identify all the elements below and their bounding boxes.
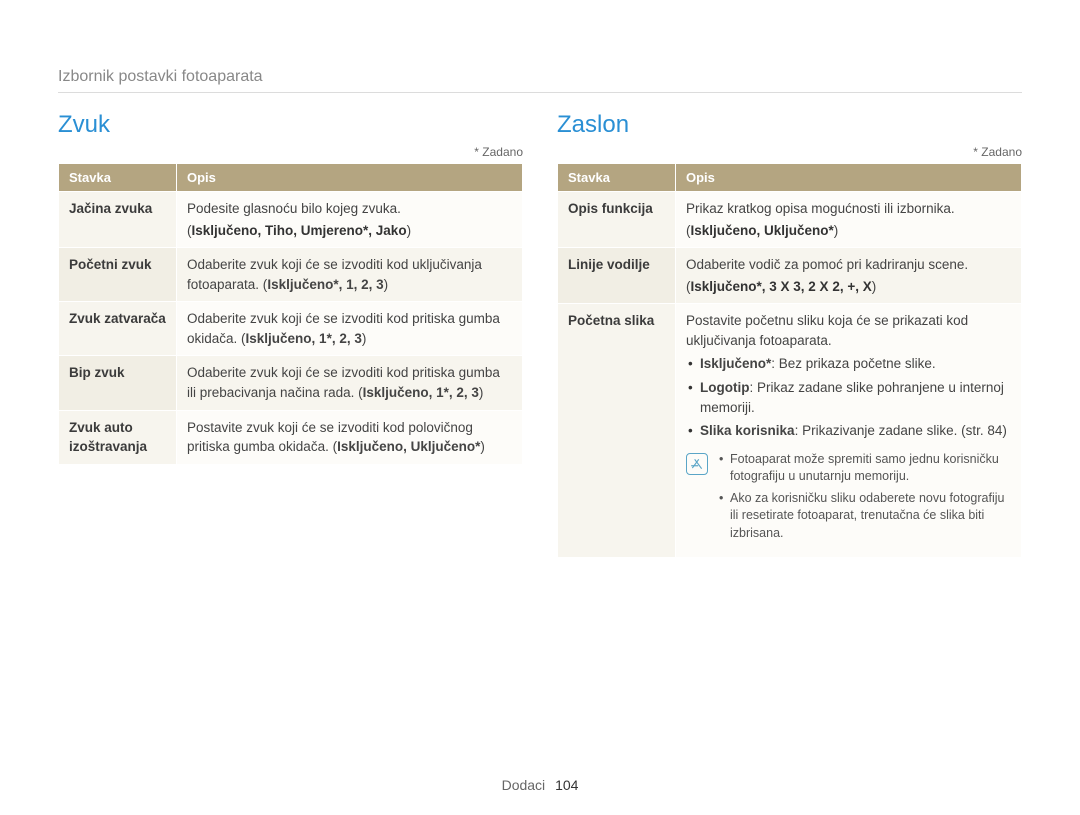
list-item: Isključeno*: Bez prikaza početne slike.: [686, 354, 1011, 374]
footer-section-label: Dodaci: [502, 777, 546, 793]
col-header-item: Stavka: [558, 164, 676, 192]
row-desc: Podesite glasnoću bilo kojeg zvuka. (Isk…: [177, 192, 523, 248]
desc-text: Prikaz kratkog opisa mogućnosti ili izbo…: [686, 201, 955, 216]
note-box: Fotoaparat može spremiti samo jednu kori…: [686, 447, 1011, 551]
table-row: Linije vodilje Odaberite vodič za pomoć …: [558, 248, 1022, 304]
table-row: Jačina zvuka Podesite glasnoću bilo koje…: [59, 192, 523, 248]
breadcrumb: Izbornik postavki fotoaparata: [58, 68, 1022, 93]
row-desc: Postavite zvuk koji će se izvoditi kod p…: [177, 410, 523, 464]
two-column-layout: Zvuk * Zadano Stavka Opis Jačina zvuka P…: [58, 111, 1022, 558]
row-desc: Odaberite zvuk koji će se izvoditi kod u…: [177, 248, 523, 302]
row-label: Bip zvuk: [59, 356, 177, 410]
note-list: Fotoaparat može spremiti samo jednu kori…: [718, 451, 1011, 547]
row-label: Zvuk auto izoštravanja: [59, 410, 177, 464]
options-line: (Isključeno*, 3 X 3, 2 X 2, +, X): [686, 277, 1011, 297]
default-note: * Zadano: [557, 145, 1022, 159]
page-content: Izbornik postavki fotoaparata Zvuk * Zad…: [0, 0, 1080, 558]
note-item: Ako za korisničku sliku odaberete novu f…: [718, 490, 1011, 543]
list-item: Slika korisnika: Prikazivanje zadane sli…: [686, 421, 1011, 441]
note-item: Fotoaparat može spremiti samo jednu kori…: [718, 451, 1011, 486]
table-row: Zvuk auto izoštravanja Postavite zvuk ko…: [59, 410, 523, 464]
row-desc: Odaberite zvuk koji će se izvoditi kod p…: [177, 356, 523, 410]
zaslon-table: Stavka Opis Opis funkcija Prikaz kratkog…: [557, 163, 1022, 558]
table-row: Početna slika Postavite početnu sliku ko…: [558, 304, 1022, 558]
row-label: Zvuk zatvarača: [59, 302, 177, 356]
table-row: Početni zvuk Odaberite zvuk koji će se i…: [59, 248, 523, 302]
desc-text: Odaberite vodič za pomoć pri kadriranju …: [686, 257, 968, 272]
page-footer: Dodaci 104: [0, 777, 1080, 793]
section-title-zaslon: Zaslon: [557, 111, 1022, 139]
zaslon-section: Zaslon * Zadano Stavka Opis Opis funkcij…: [557, 111, 1022, 558]
table-row: Opis funkcija Prikaz kratkog opisa moguć…: [558, 192, 1022, 248]
options-line: (Isključeno, Tiho, Umjereno*, Jako): [187, 221, 512, 241]
row-label: Početni zvuk: [59, 248, 177, 302]
page-number: 104: [555, 777, 578, 793]
row-label: Jačina zvuka: [59, 192, 177, 248]
list-item: Logotip: Prikaz zadane slike pohranjene …: [686, 378, 1011, 417]
option-list: Isključeno*: Bez prikaza početne slike. …: [686, 354, 1011, 440]
zvuk-section: Zvuk * Zadano Stavka Opis Jačina zvuka P…: [58, 111, 523, 558]
table-row: Zvuk zatvarača Odaberite zvuk koji će se…: [59, 302, 523, 356]
row-label: Početna slika: [558, 304, 676, 558]
row-label: Opis funkcija: [558, 192, 676, 248]
row-desc: Odaberite vodič za pomoć pri kadriranju …: [676, 248, 1022, 304]
section-title-zvuk: Zvuk: [58, 111, 523, 139]
row-desc: Odaberite zvuk koji će se izvoditi kod p…: [177, 302, 523, 356]
default-note: * Zadano: [58, 145, 523, 159]
col-header-desc: Opis: [177, 164, 523, 192]
col-header-desc: Opis: [676, 164, 1022, 192]
row-label: Linije vodilje: [558, 248, 676, 304]
col-header-item: Stavka: [59, 164, 177, 192]
desc-text: Postavite početnu sliku koja će se prika…: [686, 313, 968, 348]
note-icon: [686, 453, 708, 475]
row-desc: Prikaz kratkog opisa mogućnosti ili izbo…: [676, 192, 1022, 248]
options-line: (Isključeno, Uključeno*): [686, 221, 1011, 241]
desc-text: Podesite glasnoću bilo kojeg zvuka.: [187, 201, 401, 216]
row-desc: Postavite početnu sliku koja će se prika…: [676, 304, 1022, 558]
table-row: Bip zvuk Odaberite zvuk koji će se izvod…: [59, 356, 523, 410]
zvuk-table: Stavka Opis Jačina zvuka Podesite glasno…: [58, 163, 523, 465]
